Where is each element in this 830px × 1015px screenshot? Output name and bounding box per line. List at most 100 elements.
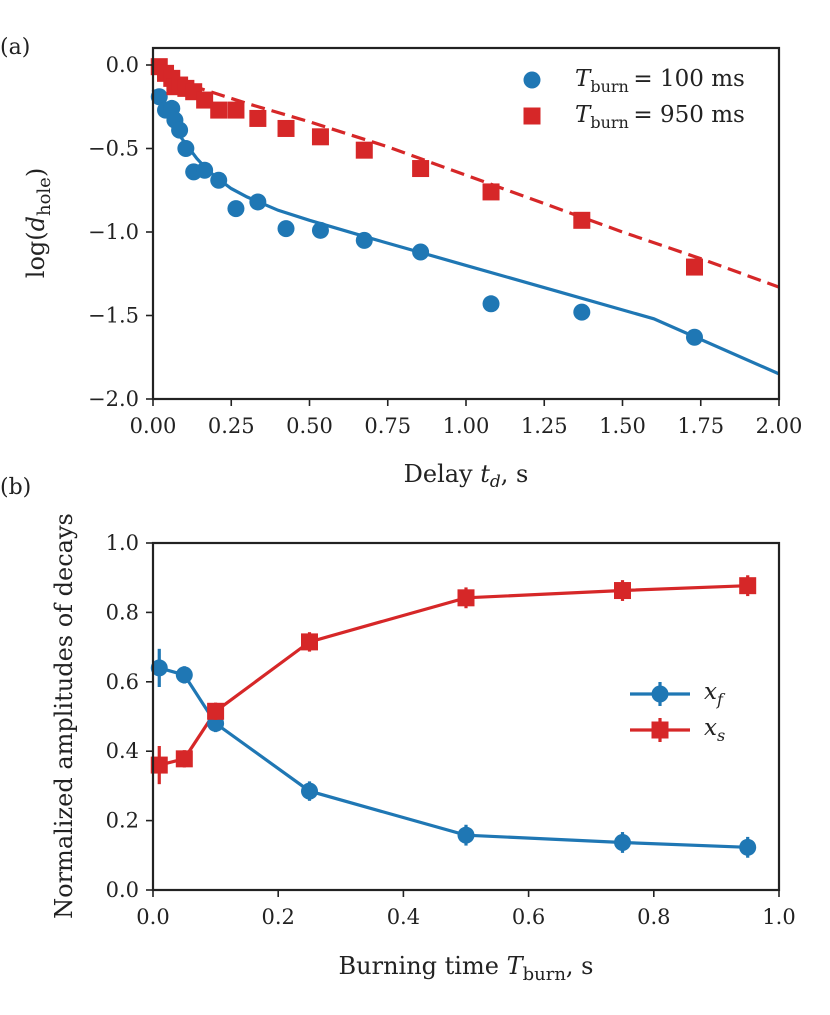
- legend-label-xs-symbol: x: [704, 715, 717, 741]
- x-tick-label: 0.8: [637, 905, 670, 929]
- data-point-blue-circle: [355, 231, 373, 249]
- x-tick-label: 0.75: [364, 414, 411, 438]
- y-tick-label: −1.0: [88, 220, 139, 244]
- x-tick-label: 2.00: [756, 414, 803, 438]
- data-point-red-square: [175, 750, 193, 768]
- legend-label-xs-subscript: s: [717, 726, 725, 745]
- legend-label-red-subscript: burn: [590, 113, 629, 132]
- panel-a-y-axis-label-hole: hole: [34, 177, 55, 216]
- data-point-blue-circle: [210, 171, 228, 189]
- panel-a-y-axis-label-log: log(: [22, 231, 50, 278]
- panel-b-x-axis-label-burn: burn: [523, 964, 567, 985]
- data-point-blue-circle: [150, 88, 168, 106]
- panel-b-y-axis-label: Normalized amplitudes of decays: [50, 513, 78, 919]
- panel-a-y-axis-label-d: d: [22, 216, 50, 231]
- data-point-red-square: [301, 633, 318, 651]
- panel-b-label: (b): [0, 475, 31, 500]
- panel-b-x-ticks: 0.0 0.2 0.4 0.6 0.8 1.0: [136, 890, 796, 929]
- data-point-red-square: [210, 101, 228, 119]
- data-point-blue-circle: [685, 328, 703, 346]
- y-tick-label: 0.8: [106, 600, 139, 624]
- panel-a-y-ticks: 0.0 −0.5 −1.0 −1.5 −2.0: [88, 53, 153, 411]
- panel-b-x-axis-label: Burning time Tburn, s: [339, 952, 594, 985]
- data-point-red-square: [196, 91, 214, 109]
- data-point-red-square: [277, 119, 295, 137]
- data-point-blue-circle: [277, 220, 295, 238]
- data-point-red-square: [739, 577, 757, 595]
- y-tick-label: −0.5: [88, 137, 139, 161]
- legend-marker-blue: [651, 685, 669, 703]
- data-point-red-square: [150, 756, 168, 774]
- panel-a-x-axis-label-unit: , s: [501, 460, 529, 488]
- data-point-blue-circle: [227, 200, 245, 218]
- panel-a-frame: [151, 46, 781, 401]
- data-point-red-square: [311, 128, 329, 146]
- fit-line-blue: [151, 89, 780, 376]
- legend-label-xf: xf: [704, 679, 726, 709]
- x-tick-label: 1.0: [762, 905, 795, 929]
- panel-b-x-axis-label-text: Burning time: [339, 952, 507, 980]
- data-point-blue-circle: [177, 140, 195, 157]
- x-tick-label: 1.50: [599, 414, 646, 438]
- x-tick-label: 0.50: [286, 414, 333, 438]
- x-tick-label: 1.25: [521, 414, 568, 438]
- panel-b-series: [150, 575, 757, 858]
- panel-b-frame: [151, 541, 781, 892]
- x-tick-label: 0.6: [512, 905, 545, 929]
- legend-label-xf-symbol: x: [704, 679, 717, 705]
- panel-a: (a) 0.00 0.25 0.50 0.75 1.00 1.25 1.50 1.75 2.00…: [0, 35, 802, 492]
- panel-a-label: (a): [0, 35, 30, 60]
- panel-b-y-ticks: 0.0 0.2 0.4 0.6 0.8 1.0: [106, 531, 153, 902]
- legend-label-xs: xs: [704, 715, 725, 745]
- panel-b-x-axis-label-t: T: [507, 952, 525, 980]
- data-point-red-square: [685, 258, 703, 276]
- data-point-blue-circle: [739, 838, 757, 856]
- panel-b-x-axis-label-unit: , s: [566, 952, 594, 980]
- legend-label-blue-value: = 100 ms: [629, 66, 745, 92]
- legend-label-xf-subscript: f: [716, 690, 726, 709]
- y-tick-label: 0.2: [106, 809, 139, 833]
- legend-label-blue-symbol: T: [575, 66, 592, 92]
- y-tick-label: 0.0: [106, 878, 139, 902]
- panel-a-y-axis-label-close: ): [22, 168, 50, 177]
- panel-a-x-axis-label-d: d: [490, 472, 501, 492]
- data-point-red-square: [482, 183, 500, 201]
- data-point-red-square: [355, 141, 373, 159]
- data-point-blue-circle: [412, 243, 430, 261]
- y-tick-label: 0.4: [106, 739, 139, 763]
- panel-a-series: [150, 58, 780, 376]
- data-point-red-square: [614, 582, 631, 600]
- x-tick-label: 1.75: [677, 414, 724, 438]
- data-point-red-square: [249, 109, 267, 127]
- y-tick-label: −2.0: [88, 387, 139, 411]
- data-point-blue-circle: [150, 659, 168, 677]
- panel-b: (b) 0.0 0.2 0.4 0.6 0.8 1.0 0.0 0.2 0.4 0.6 0.8 1.…: [0, 475, 796, 985]
- data-point-red-square: [457, 589, 475, 607]
- y-tick-label: 1.0: [106, 531, 139, 555]
- legend-label-red-symbol: T: [575, 102, 592, 128]
- x-tick-label: 0.00: [130, 414, 177, 438]
- data-point-blue-circle: [614, 833, 631, 851]
- data-point-blue-circle: [171, 121, 189, 139]
- panel-a-x-axis-label-delay: Delay: [404, 460, 481, 488]
- data-point-blue-circle: [311, 221, 329, 239]
- data-point-blue-circle: [457, 826, 475, 844]
- legend-marker-blue: [523, 71, 541, 89]
- panel-a-x-axis-label-t: t: [480, 460, 490, 488]
- y-tick-label: 0.6: [106, 670, 139, 694]
- panel-a-x-axis-label: Delay td, s: [404, 460, 529, 492]
- x-tick-label: 0.4: [387, 905, 420, 929]
- legend-label-blue-subscript: burn: [590, 77, 629, 96]
- x-tick-label: 0.25: [208, 414, 255, 438]
- x-tick-label: 0.2: [261, 905, 294, 929]
- data-point-blue-circle: [573, 303, 591, 321]
- data-point-blue-circle: [301, 782, 318, 800]
- panel-a-y-axis-label: log(dhole): [22, 168, 55, 278]
- data-point-red-square: [207, 702, 225, 720]
- legend-label-blue: Tburn = 100 ms: [575, 66, 745, 96]
- data-point-red-square: [227, 101, 245, 119]
- x-tick-label: 1.00: [443, 414, 490, 438]
